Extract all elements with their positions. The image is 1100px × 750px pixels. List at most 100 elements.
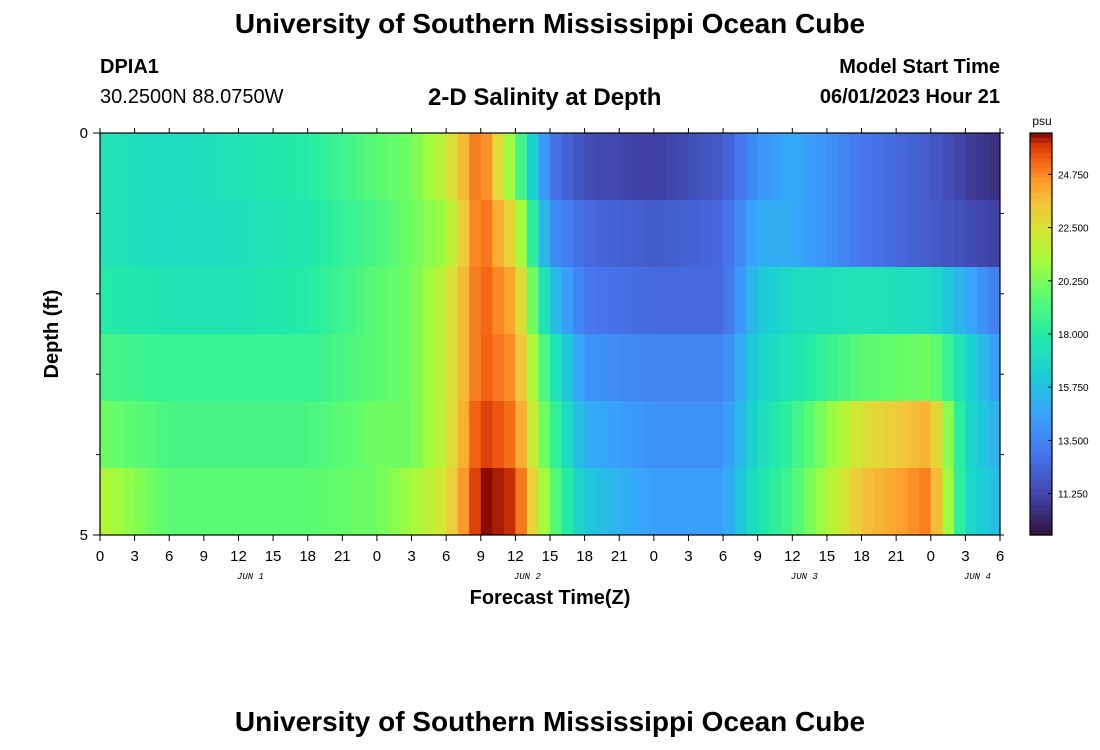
heatmap-cell	[815, 133, 828, 201]
x-tick-label: 15	[265, 548, 282, 565]
colorbar-segment	[1030, 394, 1052, 400]
heatmap-cell	[100, 468, 113, 535]
heatmap-cell	[215, 468, 228, 535]
heatmap-cell	[792, 468, 805, 535]
heatmap-cell	[226, 133, 240, 201]
y-axis-label: Depth (ft)	[41, 290, 63, 379]
heatmap-cell	[757, 200, 770, 268]
heatmap-cell	[157, 133, 170, 201]
heatmap-cell	[457, 267, 470, 335]
heatmap-cell	[780, 133, 793, 201]
heatmap-cell	[861, 267, 874, 335]
heatmap-cell	[388, 468, 401, 535]
heatmap-cell	[192, 468, 205, 535]
heatmap-cell	[538, 468, 551, 535]
colorbar-segment	[1030, 233, 1052, 240]
heatmap-cell	[365, 133, 378, 201]
heatmap-cell	[861, 200, 874, 268]
heatmap-cell	[261, 401, 274, 469]
x-tick-label: 21	[334, 548, 351, 565]
heatmap-cell	[665, 133, 678, 201]
colorbar-segment	[1030, 469, 1052, 476]
heatmap-cell	[688, 133, 701, 201]
heatmap-cell	[838, 200, 851, 268]
colorbar-segment	[1030, 158, 1052, 164]
heatmap-cell	[861, 468, 874, 535]
heatmap-cell	[411, 267, 424, 335]
x-tick-label: 6	[442, 548, 450, 565]
colorbar-segment	[1030, 369, 1052, 375]
heatmap-cell	[250, 401, 263, 469]
heatmap-cell	[261, 468, 274, 535]
heatmap-cell	[769, 334, 782, 402]
heatmap-cell	[284, 334, 297, 402]
heatmap-cell	[665, 267, 678, 335]
heatmap-cell	[757, 133, 770, 201]
heatmap-cell	[492, 133, 505, 201]
heatmap-cell	[296, 267, 309, 335]
heatmap-cell	[203, 334, 216, 402]
heatmap-cell	[192, 401, 205, 469]
heatmap-cell	[192, 200, 205, 268]
heatmap-cell	[792, 267, 805, 335]
heatmap-cell	[803, 133, 816, 201]
heatmap-cell	[630, 200, 643, 268]
heatmap-cell	[873, 133, 886, 201]
x-tick-label: 0	[927, 548, 935, 565]
heatmap-cell	[203, 267, 216, 335]
salinity-heatmap-chart: 0 3 6 9 12 15 18 21 0 3 6 9 12 15 18 21 0 3 6 9 12 15 18 21 0 3 6J…	[41, 114, 1089, 609]
heatmap-cell	[919, 200, 932, 268]
heatmap-cell	[815, 334, 828, 402]
heatmap-cell	[238, 468, 251, 535]
heatmap-cell	[388, 133, 401, 201]
heatmap-cell	[134, 334, 147, 402]
heatmap-cell	[573, 267, 586, 335]
heatmap-cell	[769, 468, 782, 535]
station-id: DPIA1	[100, 56, 159, 78]
heatmap-cell	[861, 133, 874, 201]
heatmap-cell	[976, 200, 990, 268]
heatmap-cell	[988, 267, 1000, 335]
colorbar-segment	[1030, 243, 1052, 250]
x-tick-label: 3	[130, 548, 138, 565]
heatmap-cell	[815, 401, 828, 469]
heatmap-cell	[123, 200, 136, 268]
heatmap-cell	[919, 334, 932, 402]
heatmap-cell	[273, 267, 286, 335]
heatmap-cell	[826, 133, 840, 201]
heatmap-cell	[526, 468, 540, 535]
heatmap-cell	[884, 133, 897, 201]
heatmap-cell	[469, 200, 482, 268]
heatmap-cell	[423, 200, 436, 268]
heatmap-cell	[307, 468, 320, 535]
colorbar-segment	[1030, 248, 1052, 255]
heatmap-cell	[319, 267, 332, 335]
heatmap-cell	[965, 267, 978, 335]
heatmap-cell	[550, 200, 563, 268]
heatmap-cell	[123, 468, 136, 535]
heatmap-cell	[411, 401, 424, 469]
heatmap-cell	[376, 133, 390, 201]
heatmap-cell	[688, 267, 701, 335]
heatmap-cell	[780, 267, 793, 335]
heatmap-cell	[307, 334, 320, 402]
heatmap-cell	[123, 267, 136, 335]
heatmap-cell	[261, 133, 274, 201]
colorbar-segment	[1030, 444, 1052, 451]
colorbar-segment	[1030, 494, 1052, 501]
heatmap-cell	[965, 200, 978, 268]
heatmap-cell	[238, 267, 251, 335]
x-tick-label: 18	[299, 548, 316, 565]
heatmap-cell	[734, 334, 747, 402]
colorbar-segment	[1030, 509, 1052, 516]
colorbar-segment	[1030, 339, 1052, 345]
heatmap-cell	[492, 267, 505, 335]
heatmap-cell	[515, 401, 528, 469]
heatmap-cell	[111, 401, 124, 469]
heatmap-cell	[457, 468, 470, 535]
colorbar-segment	[1030, 474, 1052, 481]
heatmap-cell	[492, 468, 505, 535]
heatmap-cell	[653, 133, 666, 201]
heatmap-cell	[250, 468, 263, 535]
colorbar-segment	[1030, 283, 1052, 290]
